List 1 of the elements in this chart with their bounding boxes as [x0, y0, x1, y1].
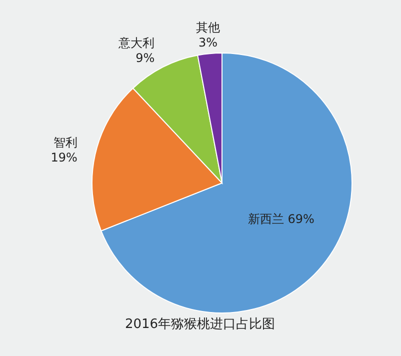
- title: 2016年猕猴桃进口占比图: [124, 317, 276, 332]
